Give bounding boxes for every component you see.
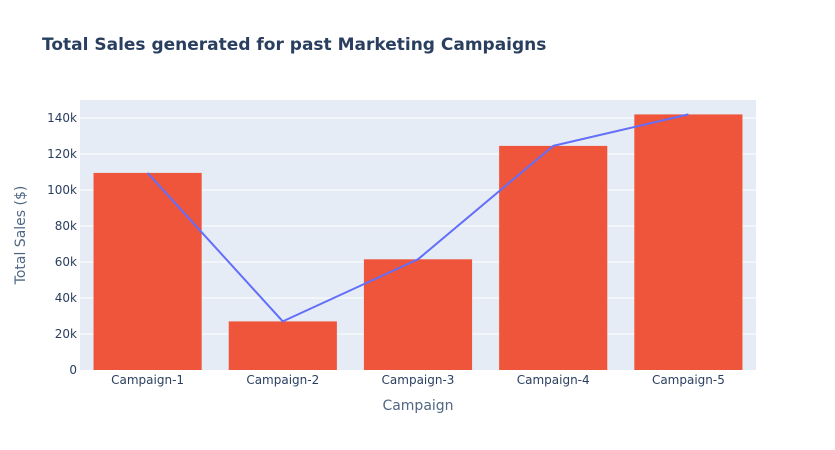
x-tick-label: Campaign-3 bbox=[382, 373, 455, 387]
x-tick-label: Campaign-4 bbox=[517, 373, 590, 387]
line-series-path bbox=[146, 113, 689, 323]
y-tick-label: 100k bbox=[47, 183, 77, 197]
y-tick-label: 60k bbox=[55, 255, 77, 269]
chart-title: Total Sales generated for past Marketing… bbox=[42, 35, 546, 55]
y-tick-label: 20k bbox=[55, 327, 77, 341]
bar bbox=[499, 145, 608, 370]
y-axis-title: Total Sales ($) bbox=[13, 186, 29, 286]
y-axis-ticks: 0 20k 40k 60k 80k 100k 120k 140k bbox=[47, 111, 77, 377]
bar bbox=[228, 321, 337, 370]
x-tick-label: Campaign-5 bbox=[652, 373, 725, 387]
bar bbox=[634, 114, 743, 371]
y-tick-label: 140k bbox=[47, 111, 77, 125]
y-tick-label: 120k bbox=[47, 147, 77, 161]
y-tick-label: 40k bbox=[55, 291, 77, 305]
bar bbox=[363, 259, 473, 370]
y-tick-label: 0 bbox=[69, 363, 77, 377]
x-tick-label: Campaign-1 bbox=[111, 373, 184, 387]
x-axis-title: Campaign bbox=[382, 398, 453, 414]
bar bbox=[93, 172, 202, 370]
y-tick-label: 80k bbox=[55, 219, 77, 233]
x-axis-ticks: Campaign-1 Campaign-2 Campaign-3 Campaign-4… bbox=[111, 373, 725, 387]
x-tick-label: Campaign-2 bbox=[246, 373, 319, 387]
line-series bbox=[146, 113, 689, 323]
bar-series bbox=[93, 114, 743, 371]
